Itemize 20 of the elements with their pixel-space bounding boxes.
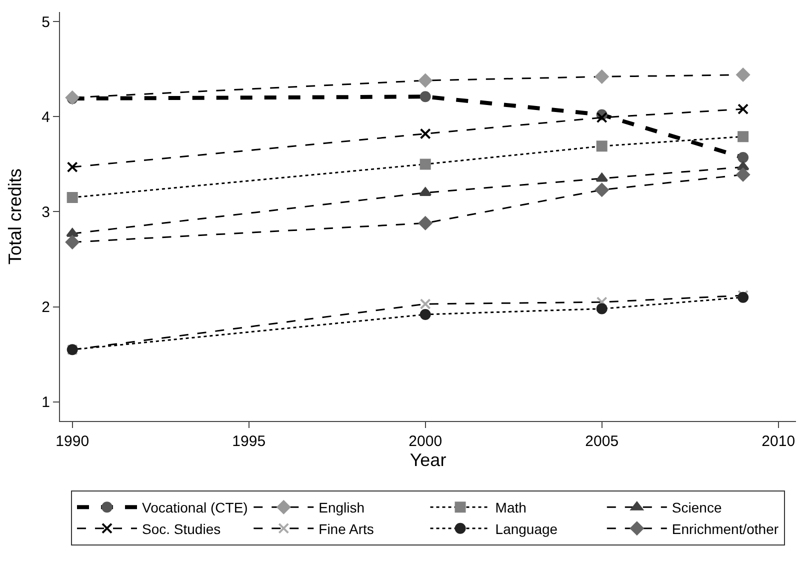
x-tick-label: 1990 — [56, 433, 90, 450]
y-axis-title: Total credits — [4, 168, 25, 265]
legend-label: Enrichment/other — [672, 520, 779, 537]
x-axis-title: Year — [410, 450, 446, 470]
y-tick-label: 1 — [42, 394, 50, 412]
legend-label: Science — [672, 500, 722, 516]
x-tick-label: 1995 — [232, 433, 266, 450]
legend-label: English — [318, 500, 365, 516]
legend-label: Language — [495, 520, 558, 537]
y-tick-label: 2 — [42, 299, 50, 316]
y-tick-label: 4 — [42, 108, 50, 126]
legend-label: Soc. Studies — [142, 520, 221, 537]
legend-label: Math — [495, 500, 526, 516]
x-tick-label: 2005 — [585, 433, 619, 450]
legend-label: Vocational (CTE) — [142, 500, 248, 516]
y-tick-label: 3 — [42, 204, 50, 221]
legend-label: Fine Arts — [318, 520, 374, 537]
x-tick-label: 2010 — [762, 433, 796, 450]
x-tick-label: 2000 — [408, 433, 442, 450]
y-tick-label: 5 — [42, 14, 50, 31]
